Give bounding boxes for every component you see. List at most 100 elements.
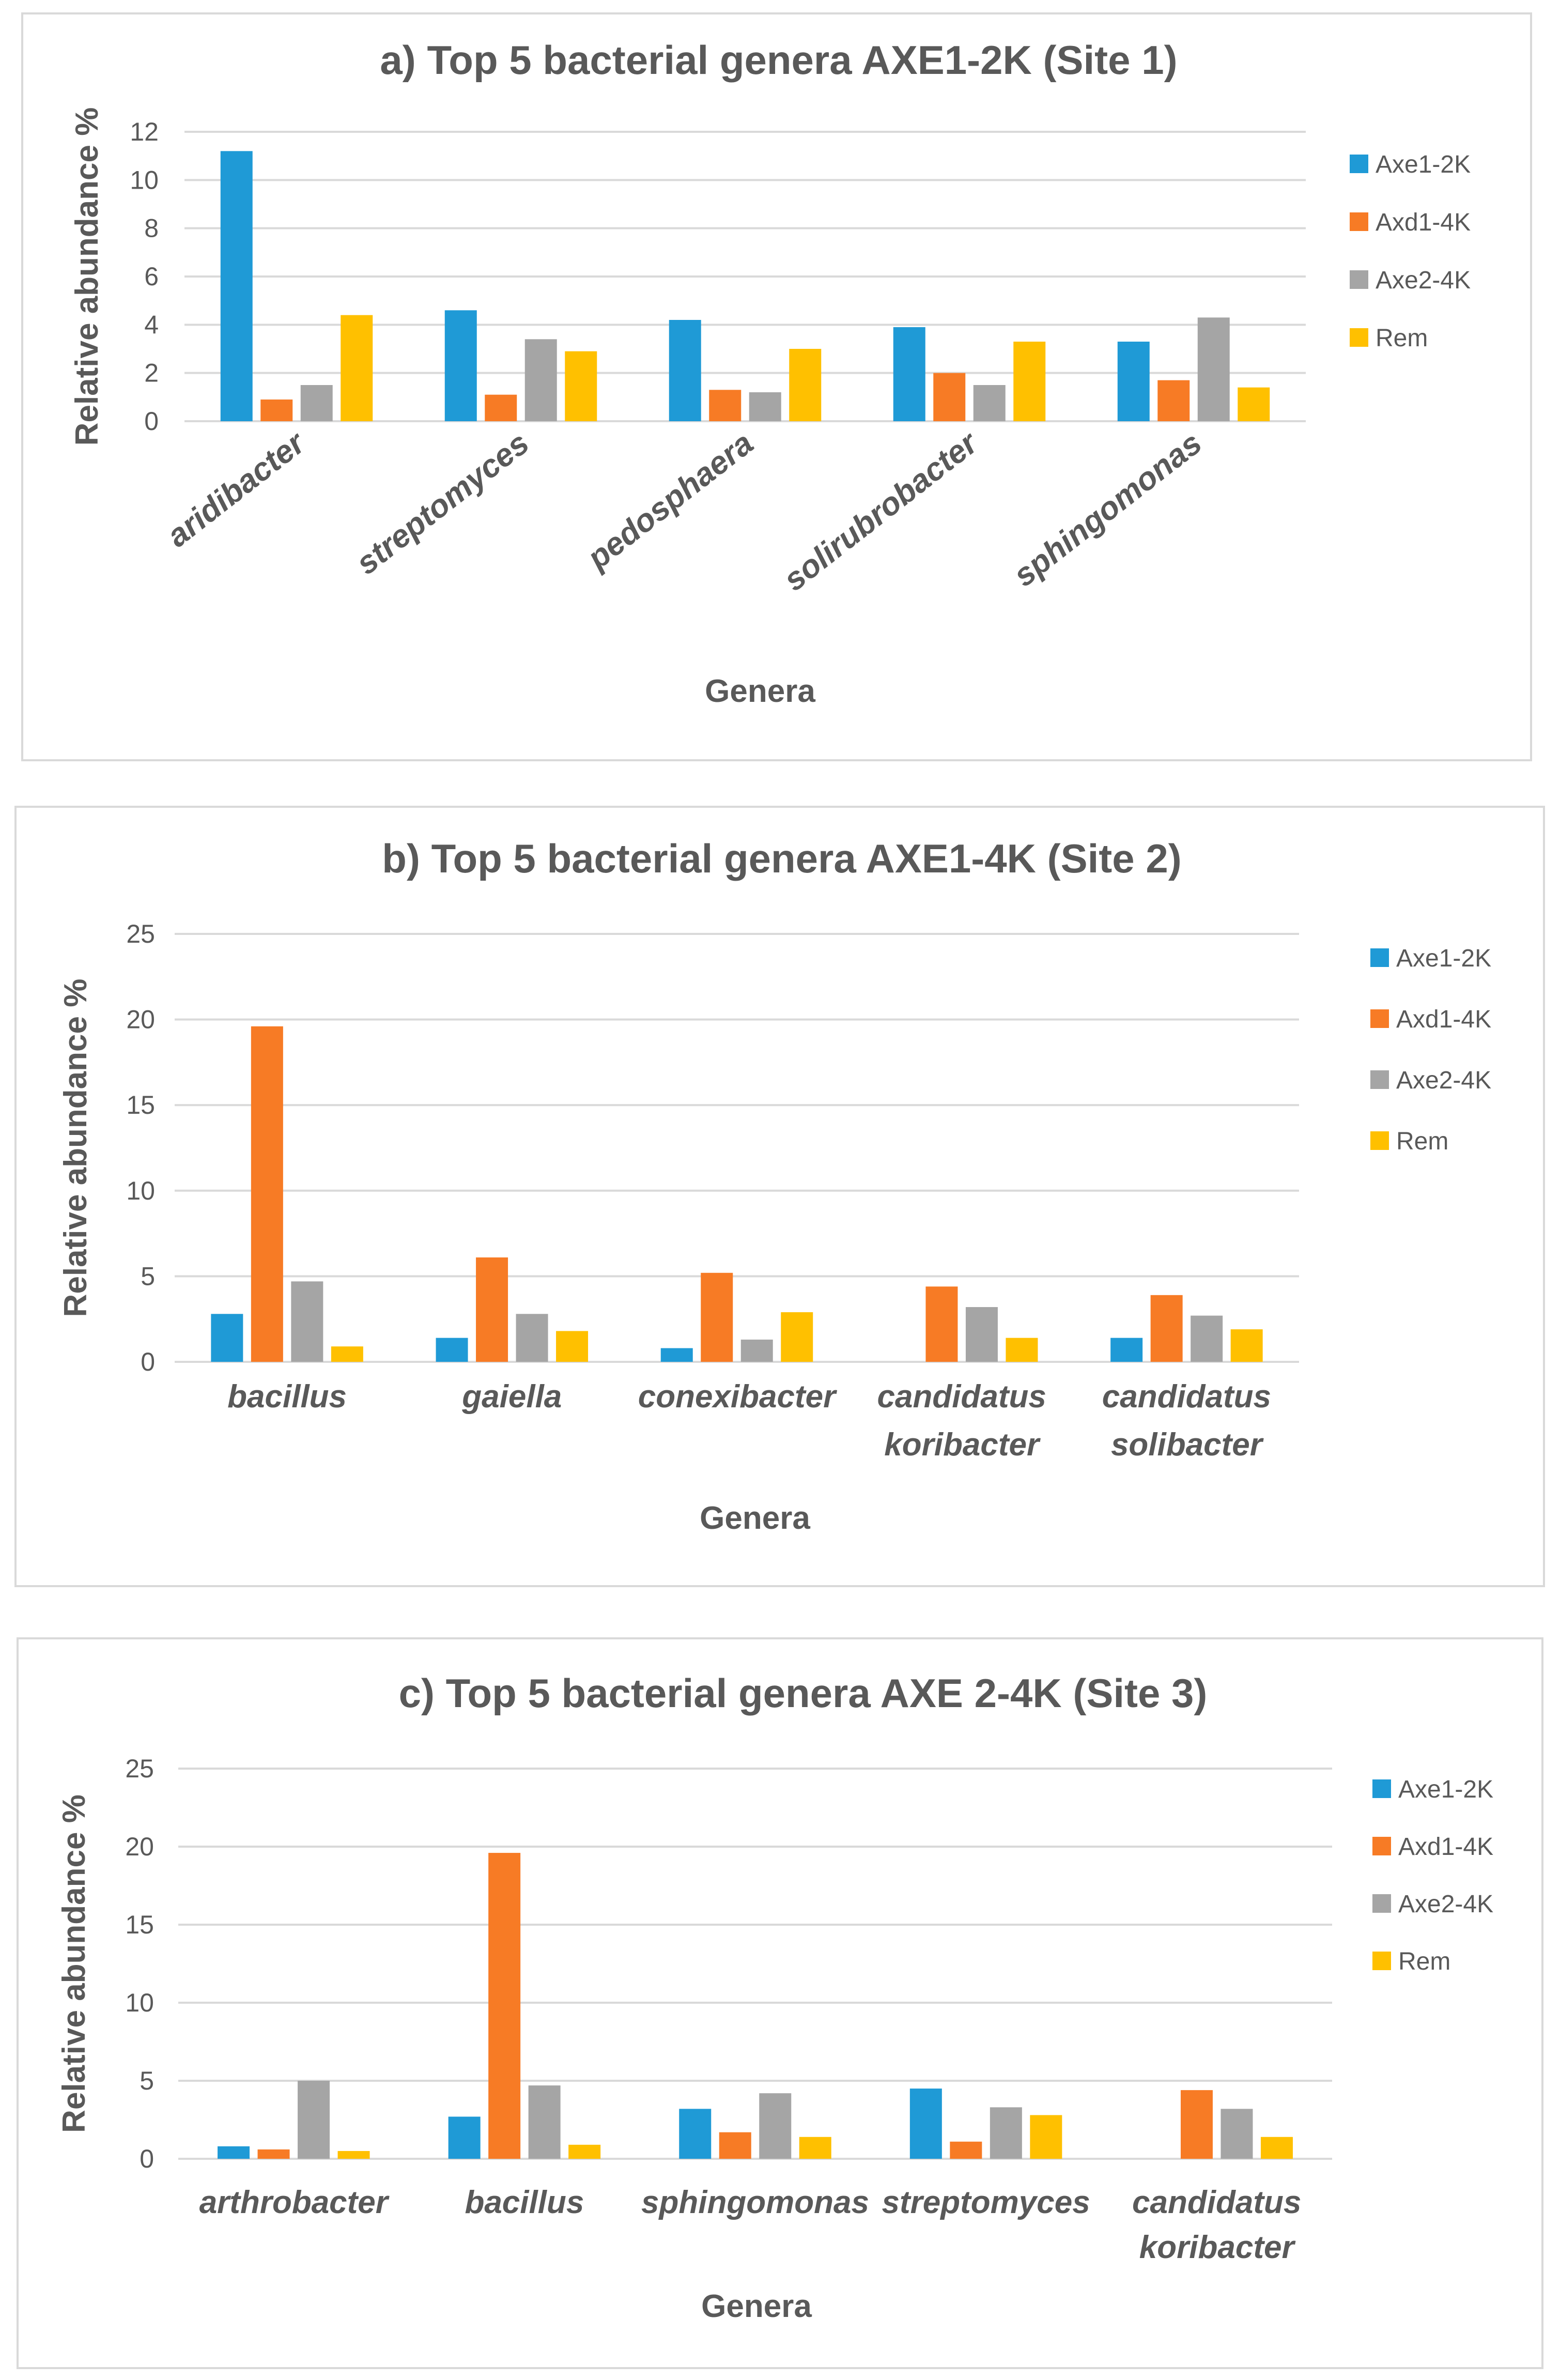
- chart-c-y-tick-label: 25: [125, 1754, 154, 1783]
- chart-c-category-label: arthrobacter: [199, 2185, 390, 2220]
- chart-c-category-label: candidatus koribacter: [1132, 2185, 1301, 2265]
- chart-c-bar: [719, 2132, 751, 2159]
- chart-b-bar: [436, 1338, 468, 1362]
- chart-a-legend-swatch: [1350, 328, 1368, 347]
- chart-c-y-tick-label: 5: [140, 2066, 154, 2095]
- chart-a-x-axis-title: Genera: [705, 673, 815, 709]
- chart-a-bar: [1013, 342, 1046, 421]
- chart-c-legend-label: Axe2-4K: [1398, 1891, 1493, 1918]
- chart-b-legend-swatch: [1370, 948, 1389, 967]
- chart-b-category-label: gaiella: [461, 1379, 562, 1415]
- chart-a-bar: [933, 373, 966, 421]
- chart-a-legend-label: Axe1-2K: [1376, 151, 1471, 178]
- chart-c-category-label-line: arthrobacter: [199, 2185, 390, 2220]
- chart-a-bar: [1238, 387, 1270, 421]
- chart-a-y-tick-label: 6: [144, 262, 159, 291]
- chart-c-bar: [759, 2093, 792, 2159]
- chart-b-bar: [211, 1314, 243, 1362]
- chart-b-bar: [925, 1286, 958, 1362]
- chart-c-bar: [1030, 2115, 1062, 2159]
- chart-b-bar: [701, 1272, 733, 1362]
- chart-c-x-axis-title: Genera: [701, 2289, 812, 2324]
- chart-b-y-tick-label: 0: [141, 1347, 155, 1376]
- chart-c-category-label-line: streptomyces: [882, 2185, 1090, 2220]
- chart-a-bar: [893, 327, 925, 421]
- chart-a-y-tick-label: 0: [144, 407, 159, 436]
- chart-c-category-label: sphingomonas: [641, 2185, 869, 2220]
- chart-c-bar: [298, 2081, 330, 2159]
- chart-b-bar: [291, 1281, 323, 1362]
- chart-b-y-tick-label: 10: [126, 1176, 155, 1205]
- chart-a-category-label: pedosphaera: [580, 425, 760, 577]
- chart-b-category-label: conexibacter: [638, 1379, 837, 1415]
- chart-a-y-axis-title: Relative abundance %: [69, 108, 105, 446]
- chart-c-bar: [488, 1853, 521, 2159]
- chart-b-category-label-line: candidatus: [1102, 1379, 1271, 1415]
- chart-c-category-label-line: sphingomonas: [641, 2185, 869, 2220]
- chart-b-bar: [1230, 1329, 1263, 1362]
- chart-b-category-label: candidatus koribacter: [877, 1379, 1046, 1463]
- chart-c-category-label: bacillus: [465, 2185, 584, 2220]
- chart-a-legend-label: Axe2-4K: [1376, 267, 1471, 294]
- chart-a-svg: a) Top 5 bacterial genera AXE1-2K (Site …: [69, 37, 1471, 709]
- chart-c-legend-swatch: [1372, 1894, 1391, 1913]
- chart-b-y-axis-title: Relative abundance %: [58, 979, 94, 1317]
- chart-b-category-label-line: solibacter: [1111, 1427, 1264, 1463]
- chart-b-category-label-line: candidatus: [877, 1379, 1046, 1415]
- chart-a-y-tick-label: 8: [144, 214, 159, 243]
- chart-b-category-label: candidatus solibacter: [1102, 1379, 1271, 1463]
- chart-a-bar: [749, 392, 781, 421]
- chart-c-legend-swatch: [1372, 1952, 1391, 1970]
- chart-b-bar: [476, 1257, 508, 1362]
- chart-c-y-tick-label: 15: [125, 1910, 154, 1939]
- chart-b-bar: [660, 1348, 693, 1362]
- chart-a-bar: [669, 320, 701, 421]
- chart-c-bar: [799, 2137, 831, 2159]
- chart-a-bar: [485, 394, 517, 421]
- chart-c-legend-label: Axe1-2K: [1398, 1776, 1493, 1803]
- chart-a-legend-swatch: [1350, 270, 1368, 289]
- chart-c-y-tick-label: 20: [125, 1832, 154, 1861]
- chart-a-y-tick-label: 10: [130, 165, 159, 194]
- chart-c-bar: [950, 2141, 982, 2159]
- chart-c-bar: [528, 2085, 561, 2159]
- chart-c-y-tick-label: 10: [125, 1988, 154, 2017]
- chart-b-bar: [556, 1331, 589, 1362]
- chart-a-bar: [973, 385, 1006, 421]
- chart-a-bar: [1197, 317, 1230, 421]
- chart-c-y-tick-label: 0: [140, 2144, 154, 2173]
- chart-c-legend-label: Rem: [1398, 1948, 1450, 1975]
- chart-c-category-label-line: candidatus: [1132, 2185, 1301, 2220]
- chart-b-legend-label: Axd1-4K: [1396, 1006, 1491, 1033]
- chart-b-bar: [331, 1346, 363, 1362]
- chart-b-title: b) Top 5 bacterial genera AXE1-4K (Site …: [382, 836, 1181, 881]
- chart-a-bar: [524, 339, 557, 421]
- chart-c-bar: [257, 2149, 290, 2159]
- chart-c-y-axis-title: Relative abundance %: [56, 1794, 92, 2133]
- chart-b-legend-label: Axe2-4K: [1396, 1067, 1491, 1094]
- chart-b-bar: [740, 1339, 773, 1362]
- chart-c-legend-swatch: [1372, 1837, 1391, 1855]
- chart-c-category-label: streptomyces: [882, 2185, 1090, 2220]
- chart-a-bar: [709, 390, 742, 421]
- chart-a-category-label: aridibacter: [160, 424, 313, 554]
- chart-a-bar: [341, 315, 373, 421]
- chart-c-bar: [1260, 2137, 1293, 2159]
- chart-b-bar: [516, 1314, 548, 1362]
- chart-c-bar: [909, 2089, 942, 2159]
- chart-c-bar: [448, 2116, 481, 2159]
- chart-a-category-label: solirubrobacter: [777, 424, 985, 598]
- chart-a-bar: [260, 400, 293, 421]
- chart-b-bar: [1006, 1338, 1038, 1362]
- chart-panel-a: a) Top 5 bacterial genera AXE1-2K (Site …: [21, 12, 1532, 761]
- chart-a-legend-swatch: [1350, 212, 1368, 231]
- chart-b-bar: [1191, 1315, 1223, 1362]
- chart-b-category-label-line: bacillus: [227, 1379, 347, 1415]
- chart-b-legend-label: Rem: [1396, 1128, 1448, 1155]
- chart-c-legend-label: Axd1-4K: [1398, 1833, 1493, 1861]
- chart-a-title: a) Top 5 bacterial genera AXE1-2K (Site …: [380, 37, 1177, 83]
- chart-b-legend-swatch: [1370, 1070, 1389, 1089]
- chart-b-bar: [251, 1026, 283, 1362]
- chart-b-legend-swatch: [1370, 1131, 1389, 1150]
- chart-b-y-tick-label: 15: [126, 1091, 155, 1119]
